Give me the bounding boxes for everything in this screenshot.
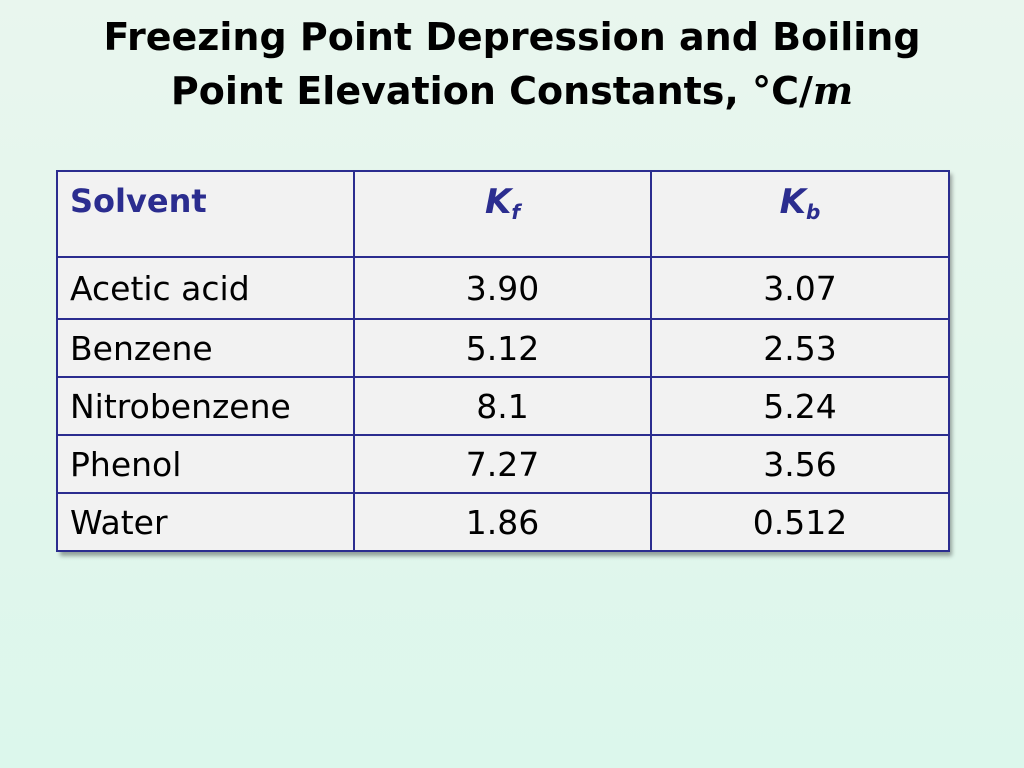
header-kf-subscript: f <box>511 200 521 224</box>
cell-kf: 8.1 <box>353 376 652 436</box>
table-row: Phenol 7.27 3.56 <box>56 434 950 494</box>
table-row: Nitrobenzene 8.1 5.24 <box>56 376 950 436</box>
header-kb-subscript: b <box>806 200 821 224</box>
cell-solvent: Benzene <box>56 318 355 378</box>
cell-kb: 2.53 <box>650 318 950 378</box>
title-line-1: Freezing Point Depression and Boiling <box>103 15 921 59</box>
cell-kf: 7.27 <box>353 434 652 494</box>
constants-table: Solvent Kf Kb Acetic acid 3.90 3.07 Benz… <box>56 170 950 552</box>
title-unit-molality: m <box>812 68 854 113</box>
title-line-2: Point Elevation Constants, °C/m <box>0 64 1024 118</box>
cell-kf: 5.12 <box>353 318 652 378</box>
cell-kb: 3.56 <box>650 434 950 494</box>
cell-solvent: Phenol <box>56 434 355 494</box>
slide-title: Freezing Point Depression and Boiling Po… <box>0 10 1024 118</box>
header-solvent: Solvent <box>56 170 355 258</box>
table-row: Benzene 5.12 2.53 <box>56 318 950 378</box>
cell-kb: 3.07 <box>650 256 950 320</box>
header-kf: Kf <box>353 170 652 258</box>
table-header-row: Solvent Kf Kb <box>56 170 950 258</box>
cell-kf: 1.86 <box>353 492 652 552</box>
cell-kf: 3.90 <box>353 256 652 320</box>
title-line-2-text: Point Elevation Constants, °C/ <box>170 69 813 113</box>
cell-kb: 0.512 <box>650 492 950 552</box>
cell-kb: 5.24 <box>650 376 950 436</box>
header-kb-letter: K <box>779 182 807 222</box>
header-kb: Kb <box>650 170 950 258</box>
table-row: Acetic acid 3.90 3.07 <box>56 256 950 320</box>
cell-solvent: Nitrobenzene <box>56 376 355 436</box>
cell-solvent: Acetic acid <box>56 256 355 320</box>
header-kf-letter: K <box>484 182 512 222</box>
table-row: Water 1.86 0.512 <box>56 492 950 552</box>
constants-table-container: Solvent Kf Kb Acetic acid 3.90 3.07 Benz… <box>56 170 950 552</box>
cell-solvent: Water <box>56 492 355 552</box>
